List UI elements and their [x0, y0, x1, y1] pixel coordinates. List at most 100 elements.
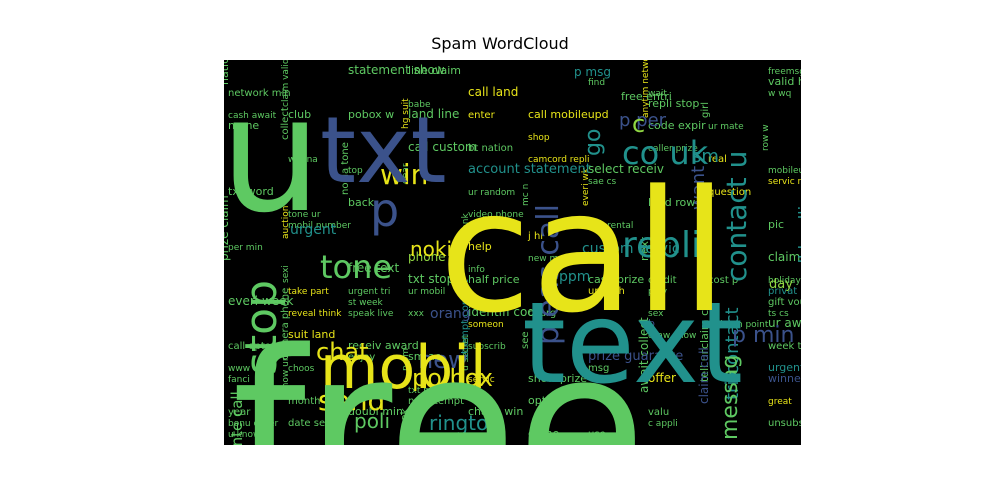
- word-everi-wk: everi wk: [581, 167, 591, 206]
- word-phone: phone: [408, 250, 446, 264]
- word-urgent-mobil: urgent mobil: [768, 361, 801, 374]
- word-privat-account: privat account: [768, 286, 801, 297]
- word-c: c: [632, 110, 645, 138]
- word-co-uk: co uk: [622, 134, 709, 172]
- word-contact-u: contact u: [720, 151, 753, 282]
- word-text: text: [522, 279, 743, 409]
- word-tone: tone: [320, 248, 392, 286]
- word-claim-ur: claim ur: [768, 250, 801, 264]
- word-club: club: [288, 108, 311, 121]
- word-pic: pic: [768, 218, 784, 231]
- word-line-claim: line claim: [408, 64, 461, 77]
- word-next: next: [638, 236, 651, 261]
- word-info: info: [468, 265, 485, 275]
- word-bonu-caller: bonu caller: [228, 419, 278, 429]
- word-credit: credit: [648, 275, 677, 286]
- word-week: week: [398, 407, 411, 437]
- word-fanci: fanci: [228, 375, 250, 385]
- word-see: see: [520, 331, 531, 349]
- word-j-hl: j hl: [527, 231, 543, 242]
- word-p-min: p min: [732, 323, 794, 348]
- word-st-week: st week: [348, 298, 384, 308]
- word-free-entri: free entri: [621, 90, 672, 103]
- word-mobil-number: mobil number: [288, 221, 351, 231]
- word-play: play: [648, 287, 668, 297]
- word-await-collect: await collect: [637, 317, 651, 393]
- word-select-receiv: select receiv: [588, 162, 664, 176]
- word-date-servic: date servic: [288, 418, 343, 429]
- word-show-un: show un: [281, 355, 291, 393]
- word-row-w: row w: [761, 124, 771, 151]
- word-mc-n: mc n: [521, 184, 531, 206]
- word-win: win: [380, 158, 428, 191]
- word-u: u: [224, 61, 321, 248]
- word-speak-live: speak live: [348, 309, 394, 319]
- word-gift-voucher: gift voucher: [768, 297, 801, 308]
- word-game: game: [528, 427, 559, 440]
- word-thank: thank: [461, 213, 471, 239]
- word-sae-cs: sae cs: [588, 177, 617, 187]
- word-video-phone: video phone: [468, 210, 524, 220]
- word-camera-phone: camera phone: [280, 288, 291, 360]
- word-msg: msg: [588, 363, 609, 374]
- word-take-part: take part: [288, 287, 329, 297]
- word-call-mobileupd: call mobileupd: [528, 108, 609, 121]
- word-cash-await: cash await: [228, 111, 277, 121]
- word-name: name: [228, 119, 259, 132]
- word-network-min: network min: [228, 88, 291, 99]
- word-receiv-award: receiv award: [348, 339, 419, 352]
- word-tone-ur: tone ur: [288, 210, 321, 220]
- word-st: st: [588, 298, 597, 308]
- word-urgent: urgent: [290, 222, 337, 238]
- word-txt-stop: txt stop: [408, 272, 454, 286]
- word-cost-p: cost p: [708, 275, 738, 286]
- word-unsubscrib: unsubscrib: [768, 418, 801, 429]
- word-day: day: [769, 277, 793, 292]
- word-girl: girl: [700, 102, 711, 118]
- word-show-prize: show prize: [528, 372, 587, 385]
- word-send-stop: send stop: [697, 202, 711, 261]
- word-send: send: [318, 384, 385, 417]
- word-claim-valid: claim valid: [281, 60, 291, 107]
- word-poli: poli: [354, 409, 390, 433]
- word-one: one: [588, 386, 605, 396]
- word-free: free: [232, 305, 646, 445]
- word-txt-nokia: txt nokia: [408, 386, 448, 396]
- word-call-landlin: call landlin: [795, 196, 801, 282]
- word-messag: messag: [718, 355, 743, 440]
- word-hi: hi: [408, 405, 418, 418]
- word-ur-mobil: ur mobil: [408, 287, 445, 297]
- word-guarante-call: guarante call: [228, 391, 246, 445]
- word-collect: collect: [280, 107, 291, 140]
- word-wanna: wanna: [288, 155, 318, 165]
- word-valid-hr: valid hr: [768, 75, 801, 88]
- word-b: b: [648, 317, 655, 330]
- word-question: question: [708, 187, 751, 198]
- word-camcord-repli: camcord repli: [528, 155, 590, 165]
- word-ur-cash: ur cash: [588, 286, 625, 297]
- word-tri-contact: tri contact: [722, 307, 743, 400]
- word-mobil: mobil: [320, 333, 487, 403]
- word-pleas-call: pleas call: [531, 204, 566, 345]
- chart-title: Spam WordCloud: [431, 34, 569, 53]
- word-new: new: [418, 346, 468, 374]
- word-top: top: [348, 166, 363, 176]
- word-draw-show: draw show: [648, 331, 696, 341]
- word-nokia-tone: nokia tone: [340, 142, 351, 195]
- word-p-msg: p msg: [574, 65, 611, 79]
- word-hg-suit: hg suit: [401, 98, 411, 129]
- word-new-mobil: new mobil: [528, 254, 574, 264]
- word-c-appli: c appli: [648, 419, 678, 429]
- word-back: back: [348, 196, 375, 209]
- word-caller-prize: caller prize: [648, 144, 698, 154]
- word-sex: sex: [648, 309, 664, 319]
- word-xxx: xxx: [408, 309, 425, 319]
- word-sexi: sexi: [281, 265, 291, 283]
- word-auction: auction: [281, 206, 291, 239]
- word-identifi-code: identifi code: [468, 305, 542, 319]
- word-po-box: po box: [412, 364, 493, 392]
- word-anytim-network: anytim network: [641, 60, 651, 118]
- word-p: p: [370, 183, 399, 237]
- word-servic: servic: [468, 375, 495, 385]
